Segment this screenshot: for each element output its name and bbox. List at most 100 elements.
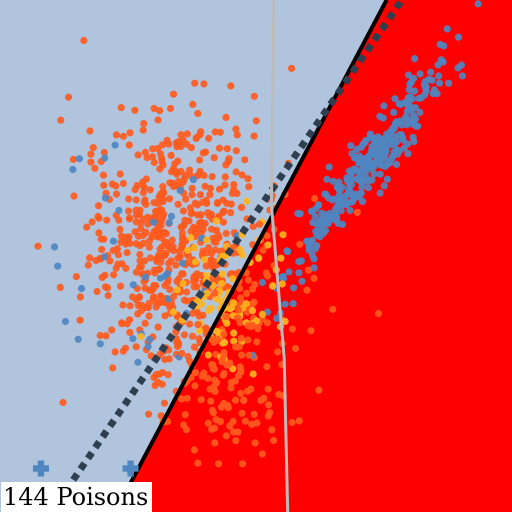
scatter-point-s0-c0 <box>133 269 140 276</box>
scatter-point-s0-c0 <box>91 165 98 172</box>
scatter-point-s1-c0 <box>362 139 369 146</box>
scatter-point-s3-c0 <box>315 387 322 394</box>
scatter-point-s3-c0 <box>232 437 239 444</box>
scatter-point-s3-c0 <box>296 417 303 424</box>
scatter-point-s1-c0 <box>380 115 387 122</box>
scatter-point-s1-c0 <box>322 191 329 198</box>
scatter-point-s0-c0 <box>126 240 133 247</box>
scatter-point-s1-c0 <box>398 121 405 128</box>
scatter-point-s1-c0 <box>310 255 317 262</box>
scatter-point-s0-c0 <box>152 282 159 289</box>
scatter-point-s3-c0 <box>212 388 219 395</box>
scatter-point-s3-c0 <box>225 404 232 411</box>
scatter-point-s0-c0 <box>83 224 90 231</box>
scatter-point-s3-c0 <box>133 343 140 350</box>
scatter-point-s1-c0 <box>381 182 388 189</box>
scatter-point-s1-c0 <box>416 109 423 116</box>
scatter-point-s0-c0 <box>155 324 162 331</box>
scatter-point-s2-c0 <box>203 237 210 244</box>
scatter-point-s1-c1 <box>62 318 69 325</box>
scatter-point-s3-c0 <box>161 400 168 407</box>
scatter-point-s2-c0 <box>255 255 262 262</box>
scatter-point-s1-c0 <box>408 78 415 85</box>
scatter-point-s0-c0 <box>177 131 184 138</box>
scatter-point-s0-c0 <box>149 153 156 160</box>
scatter-point-s2-c0 <box>191 244 198 251</box>
scatter-point-s3-c0 <box>215 336 222 343</box>
scatter-point-s1-c0 <box>382 142 389 149</box>
scatter-point-s0-c0 <box>229 190 236 197</box>
scatter-point-s1-c0 <box>352 191 359 198</box>
scatter-point-s0-c0 <box>233 147 240 154</box>
scatter-point-s1-c0 <box>290 284 297 291</box>
scatter-point-s0-c0 <box>139 182 146 189</box>
scatter-point-s0-c0 <box>113 191 120 198</box>
scatter-point-s3-c0 <box>274 348 281 355</box>
scatter-point-s1-c0 <box>323 176 330 183</box>
scatter-point-s0-c0 <box>80 37 87 44</box>
scatter-point-s1-c1 <box>134 359 141 366</box>
scatter-point-s0-c0 <box>222 161 229 168</box>
scatter-point-s3-c0 <box>230 418 237 425</box>
scatter-point-s0-c0 <box>227 209 234 216</box>
scatter-point-s0-c0 <box>182 196 189 203</box>
scatter-point-s3-c0 <box>248 323 255 330</box>
scatter-point-s3-c0 <box>232 397 239 404</box>
scatter-point-s1-c0 <box>295 269 302 276</box>
scatter-point-s0-c0 <box>164 279 171 286</box>
scatter-point-s0-c0 <box>233 168 240 175</box>
scatter-point-s3-c0 <box>218 358 225 365</box>
scatter-point-s0-c0 <box>196 156 203 163</box>
scatter-point-s0-c0 <box>97 332 104 339</box>
scatter-point-s1-c1 <box>179 260 186 267</box>
scatter-point-s1-c0 <box>410 134 417 141</box>
scatter-point-s0-c0 <box>264 273 271 280</box>
scatter-point-s1-c0 <box>435 72 442 79</box>
scatter-point-s1-c0 <box>351 154 358 161</box>
scatter-point-s0-c0 <box>222 173 229 180</box>
scatter-point-s0-c0 <box>127 302 134 309</box>
scatter-point-s0-c0 <box>125 195 132 202</box>
scatter-point-s3-c0 <box>248 421 255 428</box>
scatter-point-s2-c0 <box>279 280 286 287</box>
scatter-point-s1-c1 <box>76 155 83 162</box>
scatter-point-s3-c0 <box>237 390 244 397</box>
scatter-point-s0-c0 <box>206 191 213 198</box>
poison-count-label: 144 Poisons <box>1 482 152 512</box>
scatter-point-s0-c0 <box>238 204 245 211</box>
scatter-point-s3-c0 <box>211 290 218 297</box>
scatter-point-s0-c0 <box>160 162 167 169</box>
scatter-point-s1-c0 <box>445 80 452 87</box>
scatter-point-s1-c1 <box>177 187 184 194</box>
scatter-point-s0-c0 <box>234 131 241 138</box>
scatter-point-s3-c0 <box>205 420 212 427</box>
scatter-point-s1-c0 <box>454 64 461 71</box>
scatter-point-s2-c0 <box>205 307 212 314</box>
scatter-point-s0-c0 <box>115 217 122 224</box>
scatter-point-s0-c0 <box>60 399 67 406</box>
scatter-point-s0-c0 <box>138 302 145 309</box>
scatter-point-s0-c0 <box>264 319 271 326</box>
scatter-point-s1-c0 <box>434 90 441 97</box>
scatter-point-s1-c0 <box>347 173 354 180</box>
scatter-point-s3-c0 <box>221 370 228 377</box>
scatter-point-s0-c0 <box>253 117 260 124</box>
scatter-point-s0-c0 <box>204 209 211 216</box>
scatter-point-s0-c0 <box>222 114 229 121</box>
scatter-point-s0-c0 <box>296 241 303 248</box>
scatter-point-s0-c0 <box>155 116 162 123</box>
scatter-point-s3-c0 <box>145 411 152 418</box>
scatter-point-s0-c0 <box>311 195 318 202</box>
scatter-point-s3-c0 <box>194 460 201 467</box>
scatter-point-s3-c0 <box>234 314 241 321</box>
scatter-point-s2-c0 <box>230 330 237 337</box>
scatter-point-s2-c0 <box>279 231 286 238</box>
scatter-point-s0-c0 <box>119 301 126 308</box>
scatter-point-s0-c0 <box>150 293 157 300</box>
scatter-point-s3-c0 <box>244 388 251 395</box>
scatter-point-s1-c0 <box>335 179 342 186</box>
scatter-point-s3-c0 <box>289 325 296 332</box>
scatter-point-s0-c0 <box>145 304 152 311</box>
scatter-point-s1-c1 <box>150 219 157 226</box>
scatter-point-s0-c0 <box>157 293 164 300</box>
